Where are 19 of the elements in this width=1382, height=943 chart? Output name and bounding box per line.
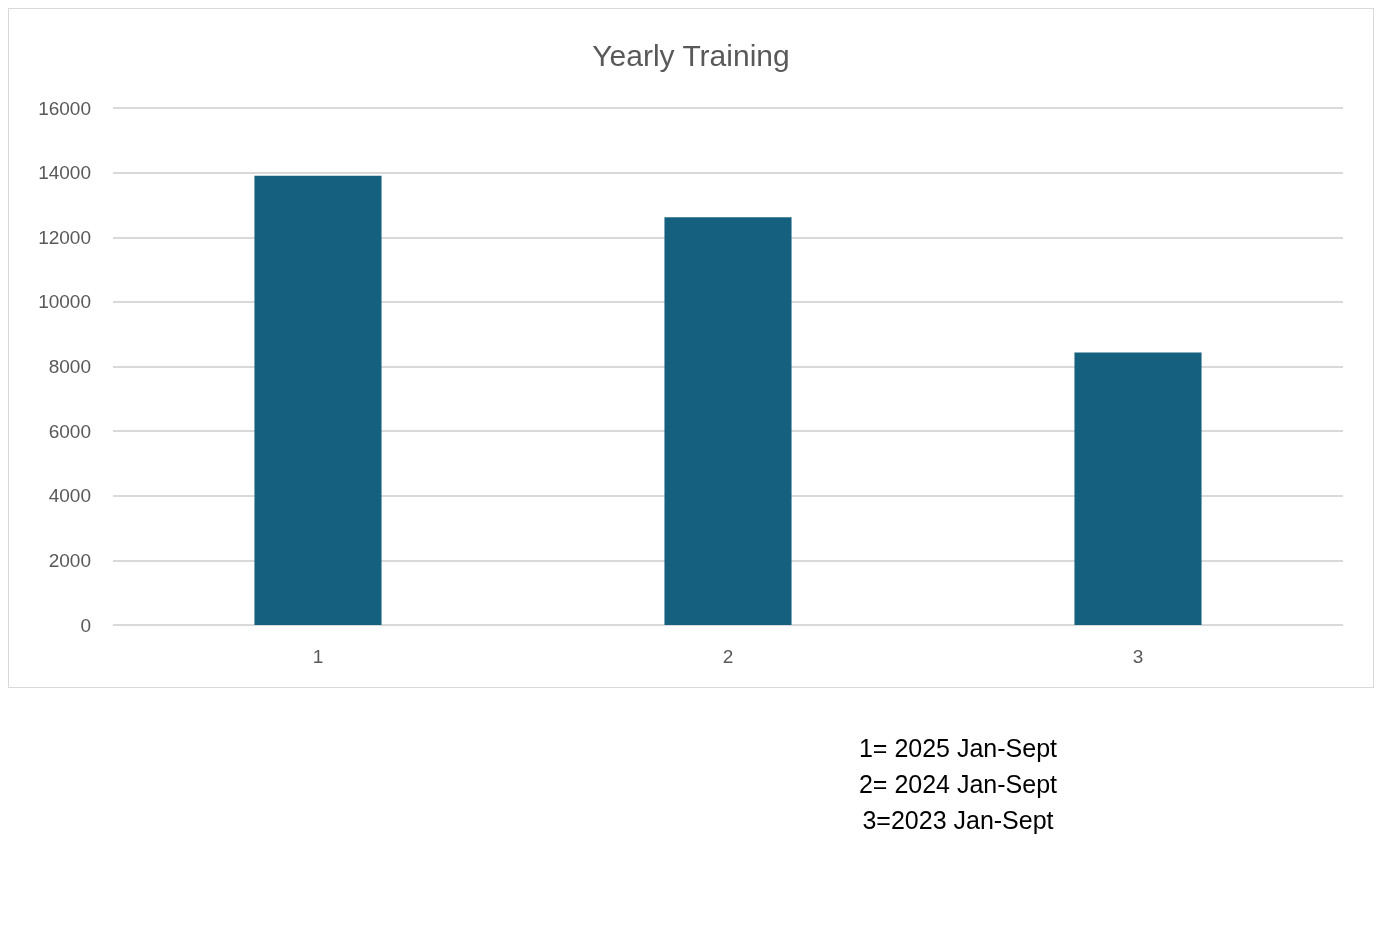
y-tick-label: 16000 bbox=[38, 97, 91, 119]
text: 1= 2025 Jan-Sept bbox=[857, 733, 1059, 764]
y-tick-label: 4000 bbox=[48, 485, 91, 507]
y-tick-label: 12000 bbox=[38, 226, 91, 248]
x-tick-label: 3 bbox=[1132, 646, 1144, 667]
bar bbox=[254, 175, 382, 625]
bar bbox=[1074, 352, 1202, 625]
chart-title: Yearly Training bbox=[592, 38, 790, 72]
y-tick-label: 8000 bbox=[48, 356, 91, 377]
text: 2= 2024 Jan-Sept bbox=[857, 769, 1059, 800]
x-tick-label: 1 bbox=[312, 646, 324, 667]
y-tick-label: 14000 bbox=[38, 162, 91, 184]
text: 3=2023 Jan-Sept bbox=[861, 805, 1055, 836]
y-tick-label: 10000 bbox=[38, 291, 91, 313]
y-tick-label: 0 bbox=[80, 614, 91, 636]
x-tick-label: 2 bbox=[722, 646, 734, 667]
bar bbox=[664, 217, 792, 625]
y-tick-label: 2000 bbox=[48, 549, 91, 571]
y-tick-label: 6000 bbox=[48, 420, 91, 442]
